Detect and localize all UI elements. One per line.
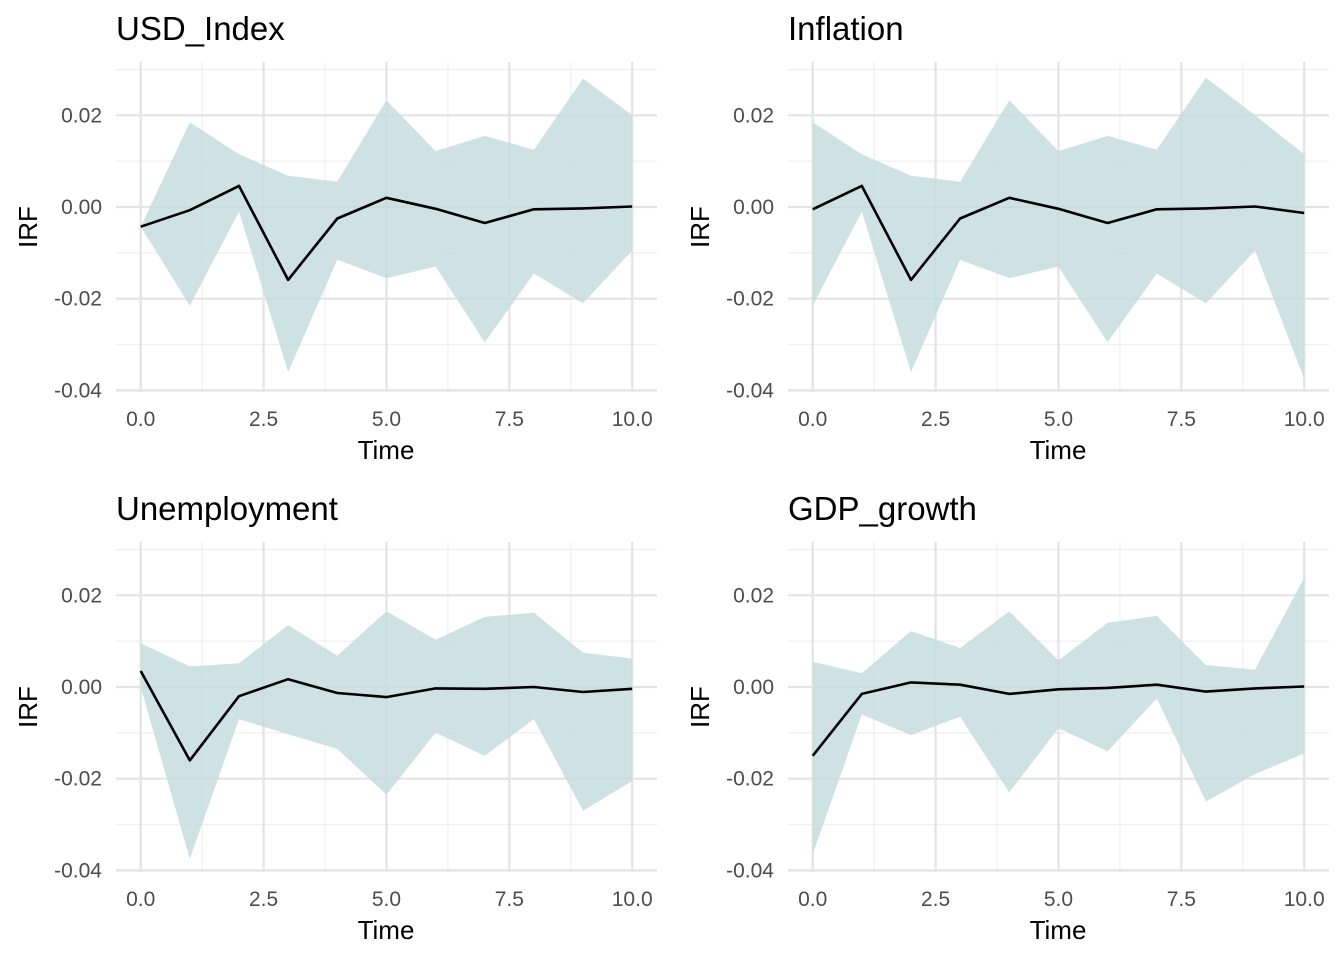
y-axis-title: IRF xyxy=(685,686,715,728)
panel-title: Inflation xyxy=(788,10,904,47)
y-axis-title: IRF xyxy=(13,206,43,248)
y-tick-label: -0.02 xyxy=(726,768,774,791)
x-tick-label: 10.0 xyxy=(612,408,653,431)
x-tick-label: 10.0 xyxy=(1284,888,1325,911)
y-axis-title: IRF xyxy=(13,686,43,728)
panel-2: 0.0 2.5 5.0 7.5 10.0 -0.04 -0.02 0.00 0.02 Unempl… xyxy=(13,490,657,945)
y-tick-label: 0.00 xyxy=(733,196,774,219)
x-tick-label: 10.0 xyxy=(612,888,653,911)
x-tick-label: 7.5 xyxy=(1167,888,1196,911)
confidence-band xyxy=(140,78,633,373)
panel-1: 0.0 2.5 5.0 7.5 10.0 -0.04 -0.02 0.00 0.02 Inflat… xyxy=(685,10,1329,465)
x-tick-label: 5.0 xyxy=(1044,888,1073,911)
y-tick-label: 0.00 xyxy=(61,196,102,219)
x-tick-label: 5.0 xyxy=(372,888,401,911)
y-tick-label: -0.04 xyxy=(54,379,102,402)
x-tick-label: 2.5 xyxy=(921,888,950,911)
x-tick-label: 5.0 xyxy=(1044,408,1073,431)
x-axis-title: Time xyxy=(358,915,415,945)
x-tick-label: 7.5 xyxy=(495,888,524,911)
x-axis-title: Time xyxy=(1030,915,1087,945)
x-axis-title: Time xyxy=(358,435,415,465)
y-tick-label: 0.00 xyxy=(61,676,102,699)
panel-3: 0.0 2.5 5.0 7.5 10.0 -0.04 -0.02 0.00 0.02 GDP_gr… xyxy=(685,490,1329,945)
y-tick-label: -0.04 xyxy=(54,859,102,882)
x-tick-label: 0.0 xyxy=(798,888,827,911)
y-tick-label: -0.04 xyxy=(726,859,774,882)
confidence-band xyxy=(812,77,1305,379)
y-tick-label: -0.04 xyxy=(726,379,774,402)
y-tick-label: 0.02 xyxy=(61,584,102,607)
y-tick-label: 0.02 xyxy=(733,104,774,127)
y-axis-title: IRF xyxy=(685,206,715,248)
irf-line xyxy=(812,184,1305,282)
y-tick-label: -0.02 xyxy=(54,288,102,311)
panel-title: USD_Index xyxy=(116,10,285,47)
x-tick-label: 5.0 xyxy=(372,408,401,431)
y-tick-label: 0.00 xyxy=(733,676,774,699)
panel-title: GDP_growth xyxy=(788,490,977,527)
x-tick-label: 2.5 xyxy=(249,408,278,431)
x-tick-label: 2.5 xyxy=(921,408,950,431)
x-tick-label: 7.5 xyxy=(1167,408,1196,431)
x-axis-title: Time xyxy=(1030,435,1087,465)
irf-line xyxy=(139,670,633,762)
x-tick-label: 7.5 xyxy=(495,408,524,431)
panel-title: Unemployment xyxy=(116,490,338,527)
y-tick-label: 0.02 xyxy=(733,584,774,607)
confidence-band xyxy=(812,577,1305,855)
x-tick-label: 2.5 xyxy=(249,888,278,911)
confidence-band xyxy=(140,611,633,859)
x-tick-label: 10.0 xyxy=(1284,408,1325,431)
irf-line xyxy=(811,681,1305,757)
x-tick-label: 0.0 xyxy=(798,408,827,431)
y-tick-label: -0.02 xyxy=(54,768,102,791)
y-tick-label: -0.02 xyxy=(726,288,774,311)
panel-0: 0.0 2.5 5.0 7.5 10.0 -0.04 -0.02 0.00 0.02 USD_In… xyxy=(13,10,657,465)
y-tick-label: 0.02 xyxy=(61,104,102,127)
x-tick-label: 0.0 xyxy=(126,408,155,431)
irf-line xyxy=(140,184,633,282)
x-tick-label: 0.0 xyxy=(126,888,155,911)
